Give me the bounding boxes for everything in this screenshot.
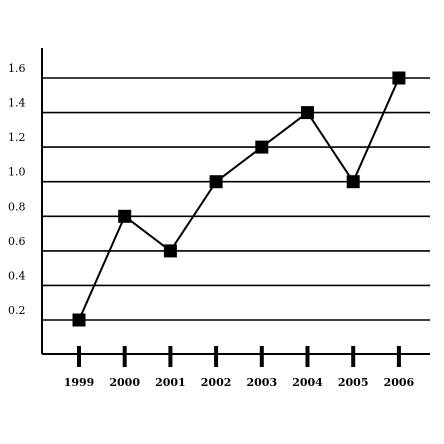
x-tick-labels: 1999 2000 2001 2002 2003 2004 2005 2006: [64, 376, 415, 389]
series-line-0: [78, 77, 400, 321]
grid-lines: [42, 77, 430, 321]
x-tick-label: 1999: [64, 376, 95, 389]
y-tick-label: 1.2: [8, 131, 26, 144]
y-tick-label: 0.4: [8, 269, 26, 282]
x-tick-label: 2000: [109, 376, 140, 389]
y-tick-labels: 0.2 0.4 0.6 0.8 1.0 1.2 1.4 1.6: [8, 62, 26, 317]
y-tick-label: 0.6: [8, 235, 26, 248]
y-tick-label: 1.0: [8, 166, 26, 179]
y-tick-label: 0.8: [8, 200, 26, 213]
x-tick-label: 2005: [338, 376, 369, 389]
data-point-1999: [72, 313, 86, 327]
x-tick-label: 2004: [292, 376, 323, 389]
x-tick-label: 2006: [384, 376, 415, 389]
y-tick-label: 1.6: [8, 62, 26, 75]
data-point-2005: [346, 175, 360, 189]
data-point-2000: [118, 209, 132, 223]
x-tick-label: 2001: [155, 376, 186, 389]
y-tick-label: 1.4: [8, 97, 26, 110]
x-tick-label: 2003: [246, 376, 277, 389]
series-markers: [72, 71, 406, 327]
data-point-2006: [392, 71, 406, 85]
axes: [41, 48, 430, 355]
data-point-2003: [255, 140, 269, 154]
x-tick-marks: [77, 346, 401, 367]
data-point-2002: [209, 175, 223, 189]
x-tick-label: 2002: [201, 376, 232, 389]
data-point-2001: [163, 244, 177, 258]
data-point-2004: [301, 106, 314, 120]
y-tick-label: 0.2: [8, 304, 26, 317]
series-line: [78, 77, 400, 321]
